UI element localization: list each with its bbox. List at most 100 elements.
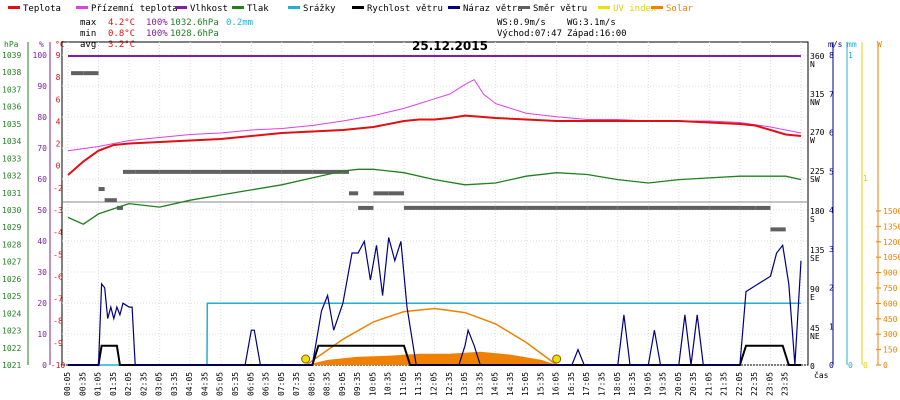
- x-tick-label: 21:35: [720, 372, 729, 396]
- axis-label-hpa: hPa: [4, 40, 19, 49]
- x-tick-label: 06:05: [246, 372, 255, 396]
- x-tick-label: 01:35: [109, 372, 118, 396]
- tick-percent: 100: [33, 51, 48, 60]
- tick-percent: 40: [37, 237, 47, 246]
- axis-label-percent: %: [39, 40, 44, 49]
- axis-label-watt: W: [877, 40, 882, 49]
- stats-min-press: 1028.6hPa: [170, 29, 219, 39]
- x-tick-label: 14:05: [491, 372, 500, 396]
- x-tick-label: 13:05: [460, 372, 469, 396]
- tick-hpa: 1032: [2, 172, 21, 181]
- tick-celsius: -6: [53, 272, 63, 281]
- stats-max-temp: 4.2°C: [108, 18, 135, 28]
- legend-label: Přízemní teplota: [91, 4, 178, 14]
- tick-hpa: 1024: [2, 309, 21, 318]
- tick-direction: E: [810, 293, 815, 302]
- tick-percent: 50: [37, 206, 47, 215]
- tick-hpa: 1038: [2, 68, 21, 77]
- x-tick-label: 22:35: [750, 372, 759, 396]
- legend-label: Tlak: [247, 4, 269, 14]
- legend-label: Náraz větru: [463, 4, 523, 14]
- legend-swatch: [448, 6, 460, 9]
- legend-swatch: [76, 6, 88, 9]
- x-axis-ticks: 00:05 00:35 01:05 01:35 02:05 02:35 03:05 03:35…: [63, 372, 790, 396]
- tick-hpa: 1035: [2, 120, 21, 129]
- stats-max-hum: 100%: [146, 18, 168, 28]
- tick-percent: 60: [37, 175, 47, 184]
- tick-direction: NW: [810, 98, 820, 107]
- stats-min-hum: 100%: [146, 29, 168, 39]
- x-tick-label: 18:35: [628, 372, 637, 396]
- x-tick-label: 04:35: [200, 372, 209, 396]
- x-tick-label: 08:35: [323, 372, 332, 396]
- stats-sunset: Západ:16:00: [567, 29, 627, 39]
- tick-watt: 1350: [883, 222, 900, 231]
- series-naraz-vetru: [68, 237, 802, 366]
- x-tick-label: 15:35: [536, 372, 545, 396]
- legend-swatch: [352, 6, 364, 9]
- tick-watt: 450: [883, 315, 898, 324]
- tick-celsius: -9: [53, 339, 63, 348]
- tick-celsius: -10: [51, 361, 66, 370]
- x-tick-label: 09:05: [338, 372, 347, 396]
- tick-direction: 90: [810, 285, 820, 294]
- x-tick-label: 05:35: [231, 372, 240, 396]
- stats-wg: WG:3.1m/s: [567, 18, 616, 28]
- x-tick-label: 15:05: [521, 372, 530, 396]
- tick-celsius: -8: [53, 317, 63, 326]
- sunset-marker: [552, 354, 562, 364]
- tick-hpa: 1021: [2, 361, 21, 370]
- tick-direction: S: [810, 215, 815, 224]
- tick-celsius: 6: [56, 95, 61, 104]
- legend-swatch: [598, 6, 610, 9]
- tick-ms: 2: [829, 284, 834, 293]
- x-tick-label: 07:35: [292, 372, 301, 396]
- x-axis-label: čas: [814, 370, 829, 380]
- x-tick-label: 19:35: [659, 372, 668, 396]
- tick-watt: 300: [883, 330, 898, 339]
- x-tick-label: 04:05: [185, 372, 194, 396]
- axis-label-ms: m/s: [828, 40, 843, 49]
- tick-direction: 45: [810, 324, 820, 333]
- x-tick-label: 13:35: [475, 372, 484, 396]
- tick-percent: 90: [37, 82, 47, 91]
- x-tick-label: 08:05: [307, 372, 316, 396]
- stats-min-label: min: [80, 29, 96, 39]
- tick-direction: 225: [810, 167, 825, 176]
- x-tick-label: 10:05: [368, 372, 377, 396]
- tick-ms: 4: [829, 206, 834, 215]
- tick-hpa: 1039: [2, 51, 21, 60]
- x-tick-label: 17:05: [582, 372, 591, 396]
- tick-celsius: -3: [53, 206, 63, 215]
- legend-swatch: [232, 6, 244, 9]
- tick-celsius: -5: [53, 250, 63, 259]
- tick-direction: 360: [810, 52, 825, 61]
- tick-celsius: 2: [56, 140, 61, 149]
- x-tick-label: 00:05: [63, 372, 72, 396]
- tick-direction: 135: [810, 246, 825, 255]
- tick-direction: SW: [810, 175, 820, 184]
- x-tick-label: 20:05: [674, 372, 683, 396]
- tick-hpa: 1029: [2, 223, 21, 232]
- tick-hpa: 1023: [2, 327, 21, 336]
- tick-watt: 900: [883, 269, 898, 278]
- tick-direction: 0: [810, 362, 815, 371]
- tick-direction: N: [810, 60, 815, 69]
- tick-hpa: 1030: [2, 206, 21, 215]
- x-tick-label: 17:35: [597, 372, 606, 396]
- tick-direction: 180: [810, 207, 825, 216]
- tick-celsius: 0: [56, 162, 61, 171]
- x-tick-label: 06:35: [262, 372, 271, 396]
- series-teplota: [67, 114, 802, 176]
- x-tick-label: 11:35: [414, 372, 423, 396]
- tick-hpa: 1025: [2, 292, 21, 301]
- tick-hpa: 1031: [2, 189, 21, 198]
- legend-label: Rychlost větru: [367, 4, 443, 14]
- tick-ms: 0: [829, 361, 834, 370]
- x-tick-label: 22:05: [735, 372, 744, 396]
- tick-uv: 0: [863, 361, 868, 370]
- tick-celsius: 9: [56, 51, 61, 60]
- x-tick-label: 07:05: [277, 372, 286, 396]
- tick-celsius: -4: [53, 228, 63, 237]
